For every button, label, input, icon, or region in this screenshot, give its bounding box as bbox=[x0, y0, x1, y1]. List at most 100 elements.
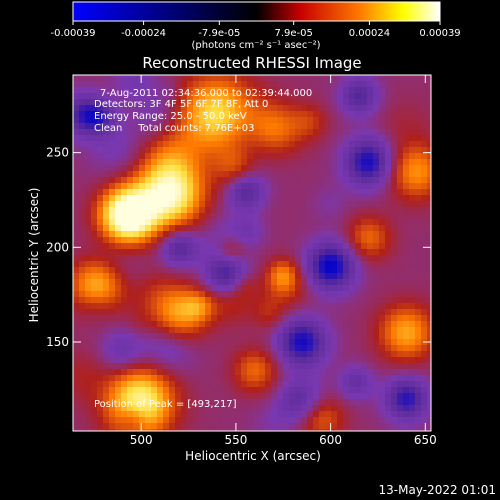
heatmap-cell bbox=[85, 273, 91, 279]
heatmap-cell bbox=[73, 183, 79, 189]
heatmap-cell bbox=[283, 195, 289, 201]
heatmap-cell bbox=[79, 423, 85, 429]
heatmap-cell bbox=[235, 339, 241, 345]
heatmap-cell bbox=[217, 321, 223, 327]
heatmap-cell bbox=[349, 393, 355, 399]
heatmap-cell bbox=[247, 351, 253, 357]
heatmap-cell bbox=[385, 357, 391, 363]
heatmap-cell bbox=[211, 195, 217, 201]
heatmap-cell bbox=[217, 423, 223, 429]
heatmap-cell bbox=[175, 81, 181, 87]
heatmap-cell bbox=[397, 321, 403, 327]
heatmap-cell bbox=[289, 327, 295, 333]
heatmap-cell bbox=[355, 273, 361, 279]
heatmap-cell bbox=[115, 207, 121, 213]
heatmap-cell bbox=[217, 129, 223, 135]
heatmap-cell bbox=[277, 393, 283, 399]
heatmap-cell bbox=[79, 405, 85, 411]
heatmap-cell bbox=[229, 279, 235, 285]
heatmap-cell bbox=[265, 303, 271, 309]
heatmap-cell bbox=[223, 291, 229, 297]
heatmap-cell bbox=[97, 279, 103, 285]
heatmap-cell bbox=[259, 171, 265, 177]
heatmap-cell bbox=[415, 321, 421, 327]
heatmap-cell bbox=[181, 141, 187, 147]
heatmap-cell bbox=[415, 255, 421, 261]
heatmap-cell bbox=[181, 411, 187, 417]
heatmap-cell bbox=[379, 249, 385, 255]
heatmap-cell bbox=[163, 393, 169, 399]
heatmap-cell bbox=[241, 345, 247, 351]
heatmap-cell bbox=[151, 195, 157, 201]
heatmap-cell bbox=[103, 123, 109, 129]
heatmap-cell bbox=[193, 267, 199, 273]
heatmap-cell bbox=[73, 315, 79, 321]
heatmap-cell bbox=[109, 339, 115, 345]
heatmap-cell bbox=[331, 267, 337, 273]
heatmap-cell bbox=[235, 417, 241, 423]
heatmap-cell bbox=[97, 417, 103, 423]
heatmap-cell bbox=[385, 417, 391, 423]
heatmap-cell bbox=[163, 399, 169, 405]
heatmap-cell bbox=[373, 297, 379, 303]
heatmap-cell bbox=[313, 261, 319, 267]
heatmap-cell bbox=[337, 357, 343, 363]
heatmap-cell bbox=[145, 297, 151, 303]
heatmap-cell bbox=[109, 87, 115, 93]
heatmap-cell bbox=[313, 351, 319, 357]
heatmap-cell bbox=[145, 315, 151, 321]
heatmap-cell bbox=[73, 273, 79, 279]
heatmap-cell bbox=[175, 165, 181, 171]
heatmap-cell bbox=[385, 183, 391, 189]
heatmap-cell bbox=[421, 177, 427, 183]
heatmap-cell bbox=[331, 291, 337, 297]
heatmap-cell bbox=[367, 129, 373, 135]
heatmap-cell bbox=[343, 267, 349, 273]
heatmap-cell bbox=[265, 75, 271, 81]
heatmap-cell bbox=[361, 243, 367, 249]
heatmap-cell bbox=[253, 135, 259, 141]
heatmap-cell bbox=[325, 165, 331, 171]
heatmap-cell bbox=[163, 417, 169, 423]
heatmap-cell bbox=[409, 345, 415, 351]
heatmap-cell bbox=[187, 279, 193, 285]
heatmap-cell bbox=[145, 87, 151, 93]
heatmap-cell bbox=[205, 249, 211, 255]
heatmap-cell bbox=[319, 99, 325, 105]
heatmap-cell bbox=[187, 111, 193, 117]
heatmap-cell bbox=[163, 231, 169, 237]
heatmap-cell bbox=[355, 375, 361, 381]
heatmap-cell bbox=[175, 99, 181, 105]
heatmap-cell bbox=[415, 213, 421, 219]
heatmap-cell bbox=[247, 255, 253, 261]
heatmap-cell bbox=[169, 183, 175, 189]
heatmap-cell bbox=[331, 255, 337, 261]
heatmap-cell bbox=[259, 375, 265, 381]
heatmap-cell bbox=[271, 225, 277, 231]
heatmap-cell bbox=[337, 213, 343, 219]
heatmap-cell bbox=[109, 171, 115, 177]
heatmap-cell bbox=[133, 129, 139, 135]
heatmap-cell bbox=[151, 411, 157, 417]
heatmap-cell bbox=[163, 147, 169, 153]
heatmap-cell bbox=[265, 369, 271, 375]
heatmap-cell bbox=[301, 405, 307, 411]
heatmap-cell bbox=[271, 339, 277, 345]
heatmap-cell bbox=[199, 267, 205, 273]
heatmap-cell bbox=[145, 135, 151, 141]
heatmap-cell bbox=[337, 411, 343, 417]
heatmap-cell bbox=[367, 333, 373, 339]
heatmap-cell bbox=[409, 315, 415, 321]
heatmap-cell bbox=[295, 411, 301, 417]
heatmap-cell bbox=[217, 87, 223, 93]
heatmap-cell bbox=[229, 255, 235, 261]
heatmap-cell bbox=[85, 255, 91, 261]
heatmap-cell bbox=[91, 327, 97, 333]
heatmap-cell bbox=[211, 303, 217, 309]
heatmap-cell bbox=[181, 111, 187, 117]
heatmap-cell bbox=[277, 117, 283, 123]
heatmap-cell bbox=[355, 261, 361, 267]
heatmap-cell bbox=[367, 105, 373, 111]
heatmap-cell bbox=[247, 267, 253, 273]
heatmap-cell bbox=[373, 387, 379, 393]
